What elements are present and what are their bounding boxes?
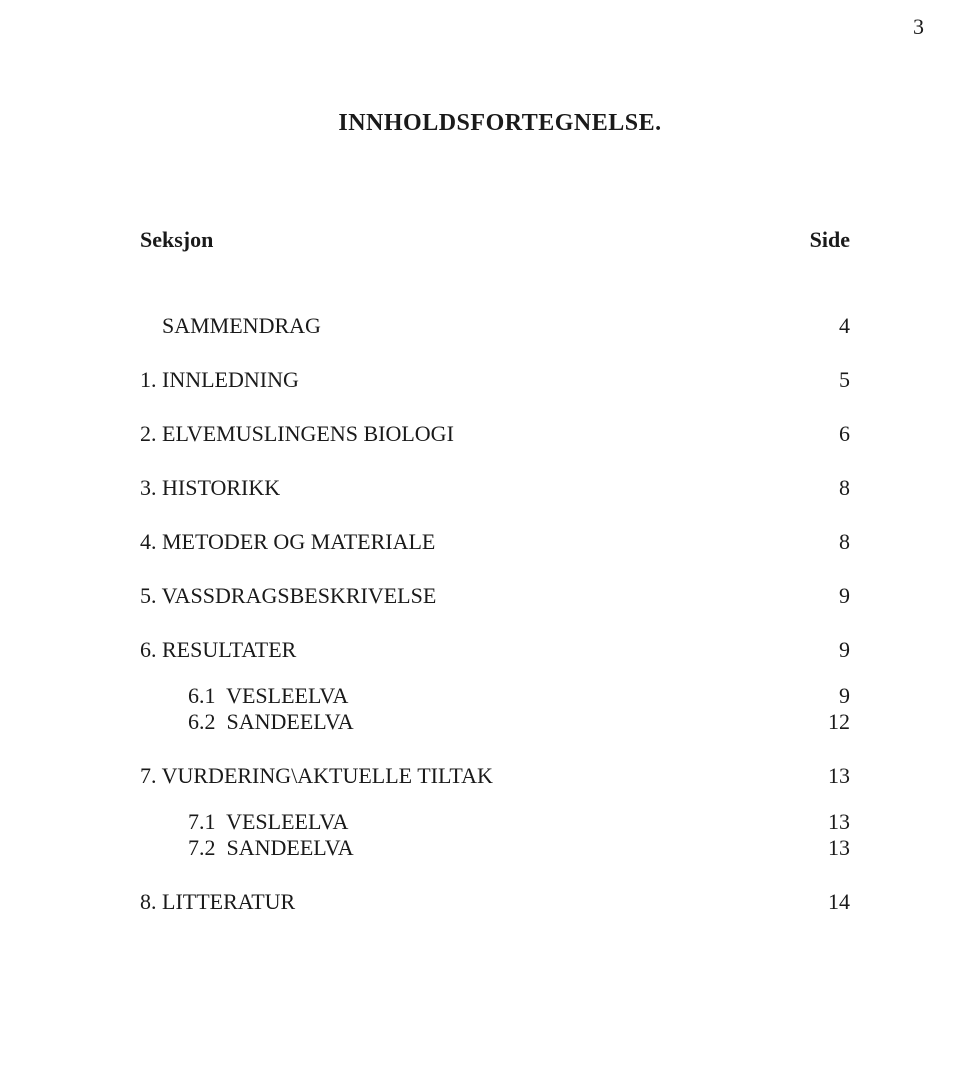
toc-entry: 7.1 VESLEELVA 13: [140, 809, 860, 835]
toc-entry-page: 8: [839, 475, 850, 501]
toc-entry-label: 7.2 SANDEELVA: [188, 835, 354, 861]
toc-entry: 2. ELVEMUSLINGENS BIOLOGI 6: [140, 421, 860, 447]
toc-entry-page: 14: [828, 889, 850, 915]
toc-entry-page: 8: [839, 529, 850, 555]
toc-entry-page: 9: [839, 583, 850, 609]
toc-entry-page: 9: [839, 637, 850, 663]
toc-title: INNHOLDSFORTEGNELSE.: [140, 110, 860, 137]
page-number: 3: [913, 14, 924, 40]
document-page: 3 INNHOLDSFORTEGNELSE. Seksjon Side SAMM…: [0, 0, 960, 1072]
toc-header-right: Side: [810, 227, 850, 253]
toc-entry-page: 13: [828, 763, 850, 789]
toc-entry-page: 9: [839, 683, 850, 709]
toc-entry-label: 6.1 VESLEELVA: [188, 683, 348, 709]
toc-entry-label: 3. HISTORIKK: [140, 475, 280, 501]
toc-entry-label: SAMMENDRAG: [140, 313, 321, 339]
toc-entry-page: 12: [828, 709, 850, 735]
toc-entry-label: 7.1 VESLEELVA: [188, 809, 348, 835]
toc-entry-label: 5. VASSDRAGSBESKRIVELSE: [140, 583, 436, 609]
toc-entry: 1. INNLEDNING 5: [140, 367, 860, 393]
toc-header-left: Seksjon: [140, 227, 213, 253]
toc-entry-label: 1. INNLEDNING: [140, 367, 299, 393]
toc-entry: 5. VASSDRAGSBESKRIVELSE 9: [140, 583, 860, 609]
toc-entry-page: 6: [839, 421, 850, 447]
toc-entry-label: 4. METODER OG MATERIALE: [140, 529, 435, 555]
toc-entry-page: 5: [839, 367, 850, 393]
toc-entry: 8. LITTERATUR 14: [140, 889, 860, 915]
toc-entry: 6.2 SANDEELVA 12: [140, 709, 860, 735]
toc-entry: 7. VURDERING\AKTUELLE TILTAK 13: [140, 763, 860, 789]
toc-entry-page: 13: [828, 809, 850, 835]
toc-entry-label: 6. RESULTATER: [140, 637, 296, 663]
toc-entry-label: 2. ELVEMUSLINGENS BIOLOGI: [140, 421, 454, 447]
toc-entry: 6.1 VESLEELVA 9: [140, 683, 860, 709]
toc-entry: 4. METODER OG MATERIALE 8: [140, 529, 860, 555]
toc-list: SAMMENDRAG 4 1. INNLEDNING 5 2. ELVEMUSLINGE…: [140, 313, 860, 915]
toc-entry-label: 8. LITTERATUR: [140, 889, 295, 915]
toc-entry: 6. RESULTATER 9: [140, 637, 860, 663]
toc-entry: SAMMENDRAG 4: [140, 313, 860, 339]
toc-entry-label: 6.2 SANDEELVA: [188, 709, 354, 735]
toc-entry-label: 7. VURDERING\AKTUELLE TILTAK: [140, 763, 493, 789]
toc-entry: 7.2 SANDEELVA 13: [140, 835, 860, 861]
toc-entry-page: 4: [839, 313, 850, 339]
toc-header-row: Seksjon Side: [140, 227, 860, 253]
toc-entry-page: 13: [828, 835, 850, 861]
toc-entry: 3. HISTORIKK 8: [140, 475, 860, 501]
